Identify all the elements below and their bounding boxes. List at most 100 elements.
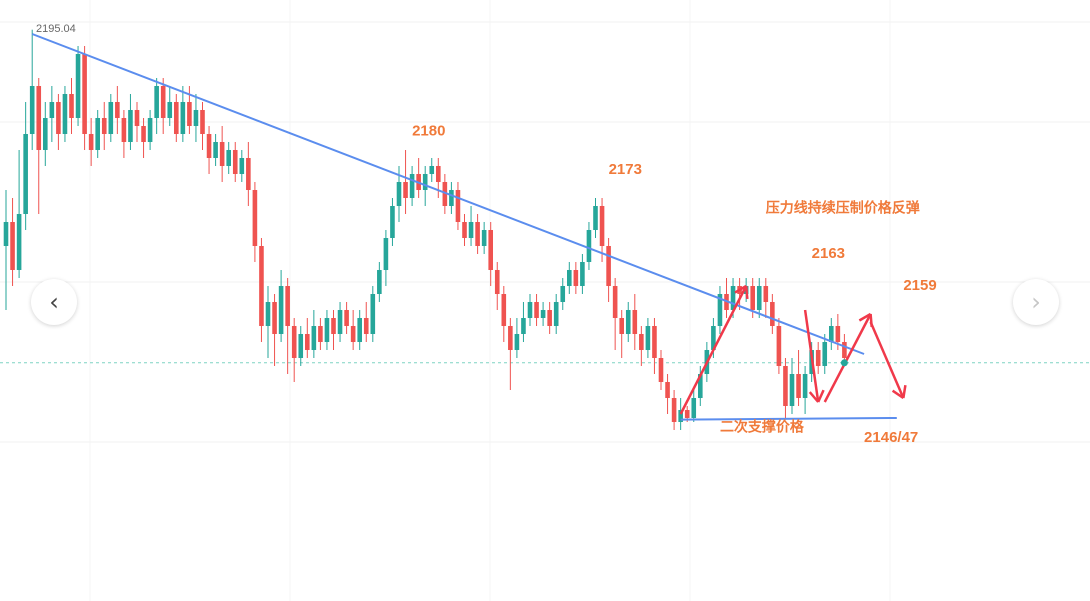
arrow-head [734,284,747,294]
candle-body [488,230,493,270]
candle-body [573,270,579,286]
candle-body [75,54,81,118]
candle-body [534,302,539,318]
candle-body [776,326,782,366]
candles-layer [3,29,847,430]
chevron-right-icon[interactable]: › [1013,279,1059,325]
candle-body [121,118,127,142]
price-label: 2163 [812,245,845,262]
candle-body [599,206,605,246]
candle-body [671,398,677,422]
candle-body [527,302,533,318]
candle-body [842,342,847,358]
candle-body [311,326,317,350]
candle-body [770,302,775,326]
candle-body [29,86,35,134]
arrows-layer [679,284,907,415]
candle-body [540,310,546,318]
candle-body [436,166,441,182]
candle-body [829,326,834,342]
candle-body [344,310,349,326]
candle-body [3,222,9,246]
arrow-head [858,312,872,322]
candle-body [691,398,697,418]
candle-body [278,286,284,334]
candle-body [580,262,585,286]
chevron-left-icon[interactable]: ‹ [31,279,77,325]
candle-body [442,182,448,206]
candle-body [160,86,166,118]
candle-body [377,270,382,294]
candle-body [101,118,107,134]
arrow-head [744,285,749,300]
candle-body [43,118,48,150]
candle-body [246,158,251,190]
candle-body [822,342,828,366]
trendlines-layer [31,33,897,421]
annotation-text: 二次支撑价格 [720,419,805,436]
trend-arrow [869,321,905,399]
candle-body [652,326,657,358]
candle-body [239,158,245,174]
candle-body [318,326,323,342]
candle-body [174,102,179,134]
candle-body [750,286,755,310]
candle-body [147,118,153,142]
annotation-text: 压力线持续压制价格反弹 [766,199,920,216]
candle-body [154,86,159,118]
candle-body [606,246,611,286]
candle-body [56,102,61,134]
candle-body [684,410,690,418]
candle-body [645,326,651,350]
candle-body [783,366,788,406]
candle-body [305,334,310,350]
support-trendline [680,417,897,421]
candle-body [206,134,212,158]
candle-body [232,150,238,174]
candle-body [835,326,841,342]
price-label: 2173 [609,161,642,178]
candle-body [331,318,336,334]
candle-body [789,374,795,406]
candle-body [678,410,683,422]
candle-body [619,318,624,334]
candle-body [226,150,231,166]
candle-body [82,54,87,134]
candle-body [449,190,454,206]
price-label: 2180 [412,123,445,140]
candle-body [69,94,74,118]
candle-body [665,382,670,398]
resistance-trendline [31,33,865,355]
candle-body [180,102,186,134]
candle-body [219,142,225,166]
candle-body [383,238,389,270]
candle-body [23,134,28,214]
candle-body [521,318,526,334]
candle-body [396,182,402,206]
candle-body [141,126,146,142]
candle-body [108,102,114,134]
candle-body [593,206,598,230]
candle-body [711,326,716,350]
candle-body [363,318,369,334]
current-price-dot [840,359,848,367]
candle-body [802,374,808,398]
candle-body [547,310,552,326]
arrow-head [808,391,820,403]
candle-body [639,334,644,350]
candle-body [455,190,461,222]
candle-body [272,302,277,334]
candle-body [128,110,133,142]
candle-body [429,166,435,174]
candle-body [36,86,42,150]
candle-body [468,222,474,238]
candle-body [285,286,290,326]
candle-body [370,294,376,334]
candle-body [422,174,428,190]
candle-body [390,206,395,238]
candle-body [494,270,500,294]
candle-body [324,318,330,342]
price-label: 2146/47 [864,429,918,446]
